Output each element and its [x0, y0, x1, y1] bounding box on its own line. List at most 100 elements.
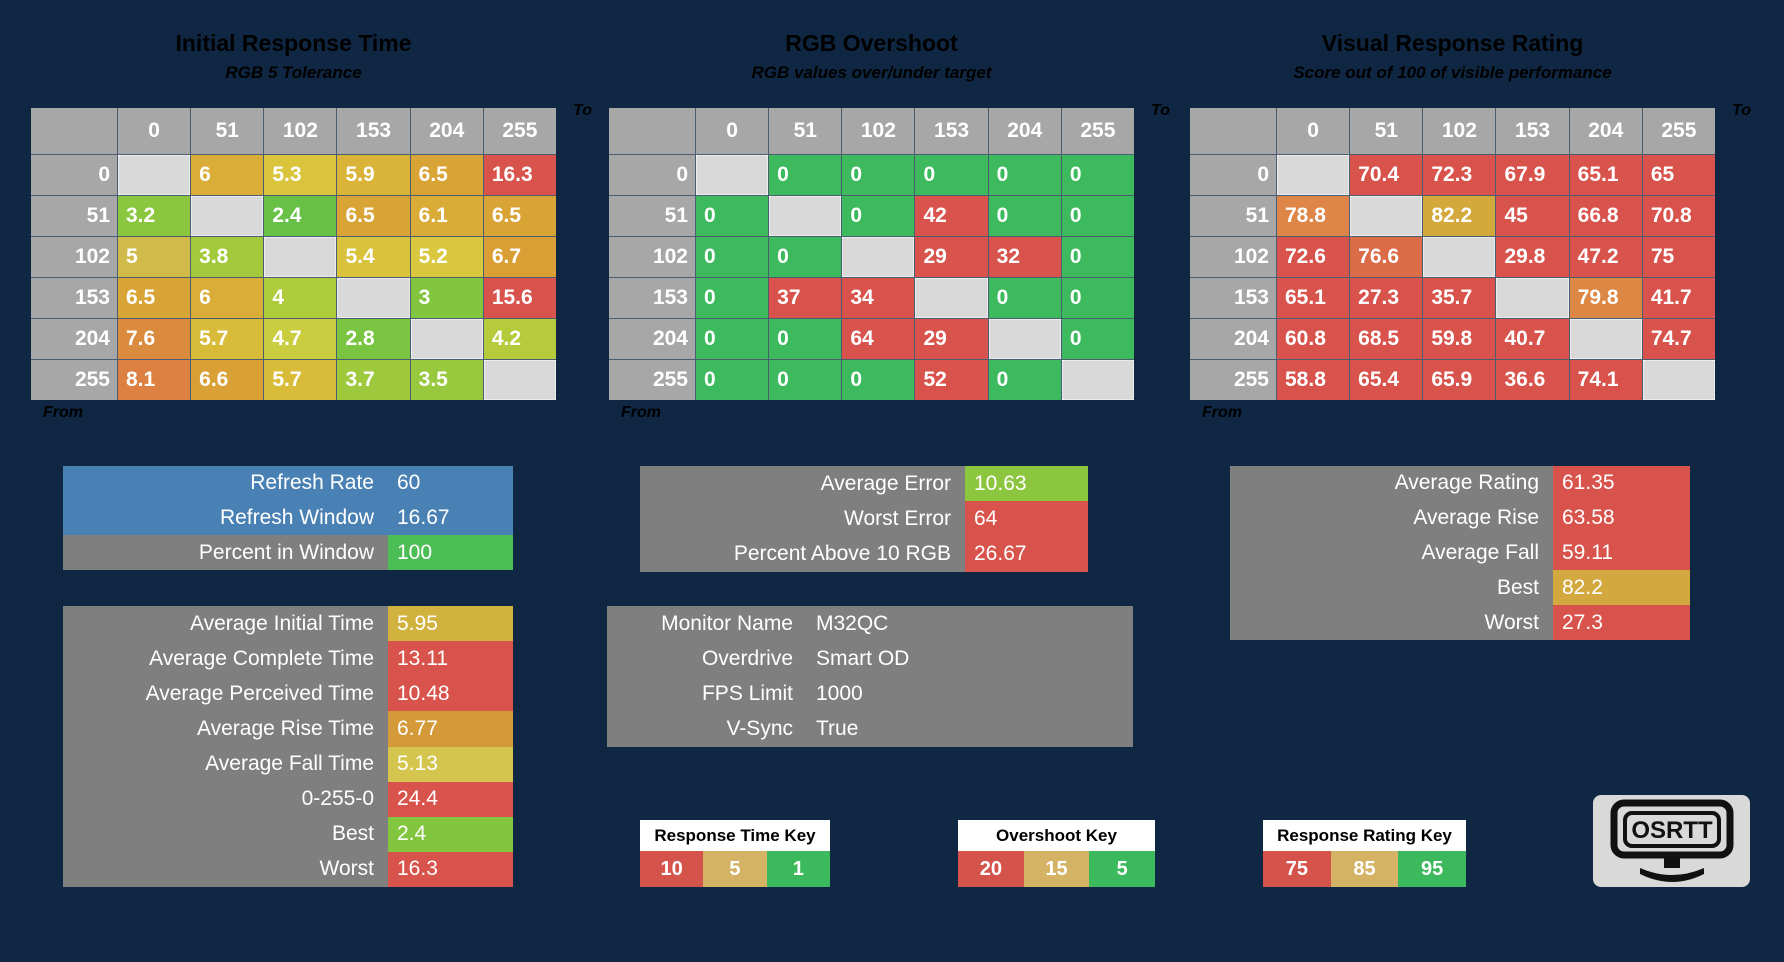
heatmap-cell: 0: [769, 319, 842, 359]
heatmap-cell: 0: [988, 360, 1061, 400]
row-header: 153: [1190, 278, 1276, 318]
heatmap-cell: 5: [118, 237, 191, 277]
heatmap-cell: 0: [842, 360, 915, 400]
heatmap-cell: 32: [988, 237, 1061, 277]
heatmap-cell: 6.5: [337, 196, 410, 236]
panel-label: Percent in Window: [63, 535, 388, 571]
panel-row: 0-255-0 24.4: [63, 781, 513, 817]
panel-row: Refresh Rate 60: [63, 466, 513, 501]
heatmap-cell: 5.3: [264, 155, 337, 195]
column-header: 153: [915, 108, 988, 154]
diagonal-cell: [696, 155, 769, 195]
panel-label: Average Rating: [1230, 466, 1553, 501]
panel-value: 100: [388, 535, 513, 571]
heatmap-cell: 70.4: [1350, 155, 1423, 195]
heatmap-cell: 35.7: [1423, 278, 1496, 318]
table-title: RGB Overshoot: [785, 30, 958, 56]
panel-row: Best 82.2: [1230, 570, 1690, 606]
column-header: 51: [191, 108, 264, 154]
heatmap-cell: 0: [769, 360, 842, 400]
panel-value: 63.58: [1553, 500, 1690, 536]
table-title: Initial Response Time: [175, 30, 412, 56]
panel-label: Average Rise Time: [63, 711, 388, 747]
heatmap-cell: 29: [915, 319, 988, 359]
diagonal-cell: [1496, 278, 1569, 318]
visual-response-rating-heatmap: 0 51 102 153 204 255 0 70.4 72.3 67.9 65.1 65 51 78.8…: [1190, 108, 1715, 400]
column-header: 255: [1642, 108, 1715, 154]
row-header: 153: [609, 278, 695, 318]
panel-value: 13.11: [388, 641, 513, 677]
heatmap-cell: 0: [842, 155, 915, 195]
heatmap-cell: 74.1: [1569, 360, 1642, 400]
heatmap-cell: 0: [696, 237, 769, 277]
heatmap-cell: 76.6: [1350, 237, 1423, 277]
row-header: 204: [31, 319, 117, 359]
heatmap-cell: 75: [1642, 237, 1715, 277]
panel-value: 60: [388, 466, 513, 501]
row-header: 102: [609, 237, 695, 277]
panel-value: 27.3: [1553, 605, 1690, 640]
column-header: 204: [988, 108, 1061, 154]
heatmap-cell: 6.6: [191, 360, 264, 400]
heatmap-cell: 36.6: [1496, 360, 1569, 400]
from-axis-label: From: [43, 404, 83, 421]
response-times-panel: Average Initial Time 5.95 Average Complete…: [63, 606, 513, 887]
diagonal-cell: [1277, 155, 1350, 195]
panel-row: Worst Error 64: [640, 501, 1088, 537]
heatmap-cell: 0: [915, 155, 988, 195]
heatmap-cell: 3.8: [191, 237, 264, 277]
panel-row: Average Fall Time 5.13: [63, 746, 513, 782]
heatmap-cell: 6: [191, 155, 264, 195]
heatmap-cell: 0: [1061, 237, 1134, 277]
heatmap-cell: 6.5: [118, 278, 191, 318]
heatmap-cell: 72.6: [1277, 237, 1350, 277]
row-header: 102: [1190, 237, 1276, 277]
panel-row: Monitor Name M32QC: [607, 606, 1133, 642]
panel-row: Percent Above 10 RGB 26.67: [640, 536, 1088, 572]
heatmap-cell: 82.2: [1423, 196, 1496, 236]
initial-response-time-heatmap: 0 51 102 153 204 255 0 6 5.3 5.9 6.5 16.3 51 3.2 2.4 6.…: [31, 108, 556, 400]
panel-label: V-Sync: [607, 711, 807, 747]
panel-value: 82.2: [1553, 570, 1690, 606]
diagonal-cell: [410, 319, 483, 359]
heatmap-cell: 64: [842, 319, 915, 359]
heatmap-cell: 0: [988, 196, 1061, 236]
diagonal-cell: [769, 196, 842, 236]
column-header: 153: [1496, 108, 1569, 154]
panel-value: M32QC: [807, 606, 1133, 642]
column-header: 153: [337, 108, 410, 154]
heatmap-cell: 42: [915, 196, 988, 236]
panel-row: Average Perceived Time 10.48: [63, 676, 513, 712]
heatmap-cell: 8.1: [118, 360, 191, 400]
panel-row: Worst 27.3: [1230, 605, 1690, 640]
diagonal-cell: [988, 319, 1061, 359]
heatmap-cell: 4.2: [483, 319, 556, 359]
panel-label: 0-255-0: [63, 781, 388, 817]
panel-value: 6.77: [388, 711, 513, 747]
key-cell: 95: [1398, 851, 1467, 887]
diagonal-cell: [1642, 360, 1715, 400]
panel-label: Refresh Window: [63, 500, 388, 536]
panel-value: 59.11: [1553, 535, 1690, 571]
panel-row: Overdrive Smart OD: [607, 641, 1133, 677]
panel-label: FPS Limit: [607, 676, 807, 712]
heatmap-cell: 65.1: [1277, 278, 1350, 318]
panel-row: FPS Limit 1000: [607, 676, 1133, 712]
column-header: 0: [118, 108, 191, 154]
panel-value: 16.3: [388, 851, 513, 887]
panel-label: Percent Above 10 RGB: [640, 536, 965, 572]
heatmap-cell: 34: [842, 278, 915, 318]
heatmap-cell: 15.6: [483, 278, 556, 318]
panel-row: V-Sync True: [607, 711, 1133, 747]
row-header: 255: [1190, 360, 1276, 400]
heatmap-cell: 74.7: [1642, 319, 1715, 359]
diagonal-cell: [1350, 196, 1423, 236]
panel-label: Refresh Rate: [63, 466, 388, 501]
column-header: 204: [1569, 108, 1642, 154]
heatmap-cell: 27.3: [1350, 278, 1423, 318]
key-cell: 20: [958, 851, 1024, 887]
heatmap-cell: 65.4: [1350, 360, 1423, 400]
key-cells: 10 5 1: [640, 851, 830, 887]
